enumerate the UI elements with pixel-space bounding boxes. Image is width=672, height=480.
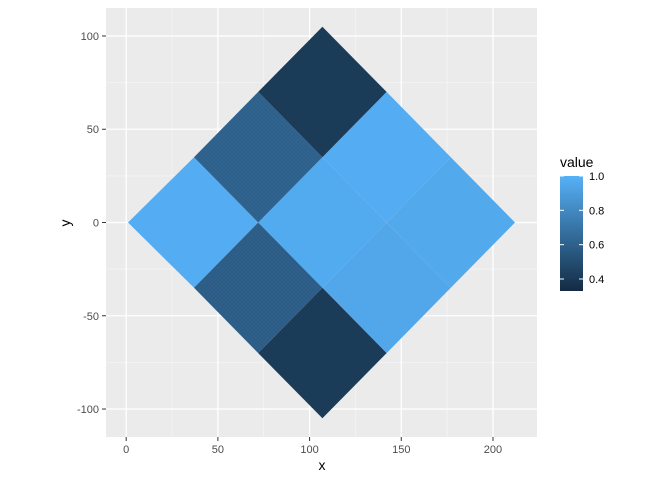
y-tick-label: -50 (83, 311, 99, 323)
y-tick-label: 50 (87, 124, 99, 136)
heatmap-cell-upper-right (322, 91, 451, 223)
heatmap-cell-texture-bottom (258, 287, 387, 419)
y-tick-label: -100 (77, 404, 99, 416)
legend-tick-label: 1.0 (589, 171, 604, 183)
x-axis-title: x (319, 457, 326, 473)
y-axis-title: y (57, 220, 73, 227)
x-tick-label: 0 (123, 444, 129, 456)
legend-tick-label: 0.4 (589, 274, 604, 286)
heatmap-cell-texture-upper-left (194, 91, 323, 223)
legend-tick-label: 0.8 (589, 205, 604, 217)
x-tick-label: 150 (392, 444, 410, 456)
x-tick-label: 50 (212, 444, 224, 456)
heatmap-cells (128, 26, 515, 419)
x-tick-label: 100 (300, 444, 318, 456)
heatmap-cell-right-outer (386, 157, 515, 288)
legend: value 1.0 0.8 0.6 0.4 (560, 154, 604, 291)
heatmap-cell-left-outer (128, 157, 259, 288)
legend-tick-label: 0.6 (589, 240, 604, 252)
heatmap-cell-lower-right (322, 222, 451, 354)
legend-colorbar (560, 176, 583, 291)
y-tick-label: 100 (81, 31, 99, 43)
legend-title: value (560, 154, 594, 170)
x-tick-label: 200 (484, 444, 502, 456)
x-axis: 0 50 100 150 200 (123, 437, 502, 456)
y-tick-label: 0 (93, 218, 99, 230)
y-axis: -100 -50 0 50 100 (77, 31, 106, 416)
heatmap-cell-texture-top (258, 26, 387, 158)
legend-ticks: 1.0 0.8 0.6 0.4 (560, 171, 604, 286)
